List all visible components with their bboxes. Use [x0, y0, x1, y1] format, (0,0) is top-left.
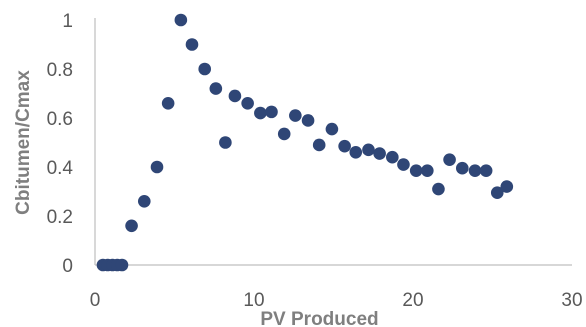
y-tick-labels: 0 0.2 0.4 0.6 0.8 1 [47, 11, 74, 277]
data-point [479, 164, 493, 177]
data-point [432, 182, 445, 196]
x-tick-labels: 0 10 20 30 [90, 290, 583, 311]
y-axis-title: Cbitumen/Cmax [13, 70, 34, 215]
data-point [421, 164, 434, 177]
data-point [150, 160, 164, 174]
data-point [312, 138, 326, 152]
data-point [289, 109, 302, 122]
data-point [185, 38, 199, 51]
data-point [277, 127, 291, 141]
data-point [174, 13, 188, 27]
data-point [125, 219, 138, 233]
data-point [386, 150, 399, 164]
y-tick-label: 1 [62, 11, 73, 32]
x-tick-label: 10 [243, 290, 264, 311]
data-point [409, 164, 423, 177]
x-tick-label: 30 [561, 290, 582, 311]
data-points [96, 13, 514, 272]
x-tick-label: 0 [90, 290, 101, 311]
data-point [397, 158, 410, 171]
data-point [254, 106, 267, 120]
y-tick-label: 0.4 [47, 158, 74, 179]
data-point [161, 97, 175, 110]
data-point [137, 195, 151, 208]
data-point [373, 147, 386, 160]
data-point [490, 186, 504, 200]
data-point [455, 161, 469, 175]
x-tick-label: 20 [402, 290, 423, 311]
data-point [228, 89, 242, 103]
data-point [301, 114, 315, 127]
y-tick-label: 0.6 [47, 109, 73, 130]
y-tick-label: 0.2 [47, 207, 73, 228]
data-point [362, 143, 375, 157]
data-point [338, 139, 351, 153]
y-tick-label: 0 [62, 256, 73, 277]
data-point [443, 153, 456, 166]
data-point [468, 164, 482, 177]
x-axis-title: PV Produced [260, 309, 378, 327]
data-point [115, 258, 129, 272]
data-point [198, 62, 212, 76]
data-point [349, 146, 363, 159]
plot-area [94, 18, 572, 266]
data-point [500, 180, 514, 193]
data-point [209, 82, 223, 95]
data-point [219, 136, 232, 149]
y-tick-label: 0.8 [47, 60, 73, 81]
data-point [325, 122, 339, 136]
data-point [241, 97, 254, 110]
data-point [265, 105, 278, 119]
